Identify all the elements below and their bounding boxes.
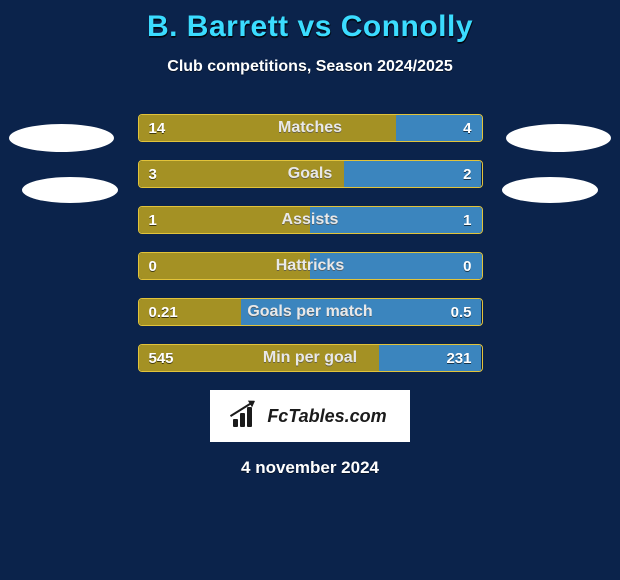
- fctables-link[interactable]: FcTables.com: [210, 390, 410, 442]
- stat-right-bar: [396, 115, 482, 141]
- team-right-logo: [502, 177, 598, 203]
- stats-list: 14 4 Matches 3 2 Goals 1 1 Assists 0 0 H…: [138, 114, 483, 372]
- stat-left-bar: [139, 207, 311, 233]
- stat-right-bar: [344, 161, 481, 187]
- page-title: B. Barrett vs Connolly: [147, 10, 473, 44]
- stat-row: 3 2 Goals: [138, 160, 483, 188]
- stat-row: 0.21 0.5 Goals per match: [138, 298, 483, 326]
- stat-left-bar: [139, 253, 311, 279]
- stat-right-bar: [310, 207, 482, 233]
- stat-left-bar: [139, 161, 345, 187]
- subtitle: Club competitions, Season 2024/2025: [167, 58, 452, 76]
- stat-left-bar: [139, 345, 379, 371]
- team-left-logo: [22, 177, 118, 203]
- stat-left-bar: [139, 299, 242, 325]
- stat-right-bar: [379, 345, 482, 371]
- stat-row: 1 1 Assists: [138, 206, 483, 234]
- stat-right-bar: [310, 253, 482, 279]
- fctables-label: FcTables.com: [267, 406, 386, 427]
- stat-left-bar: [139, 115, 396, 141]
- comparison-card: B. Barrett vs Connolly Club competitions…: [0, 0, 620, 478]
- chart-arrow-icon: [233, 405, 261, 427]
- stat-row: 14 4 Matches: [138, 114, 483, 142]
- player-left-photo: [9, 124, 114, 152]
- stat-row: 0 0 Hattricks: [138, 252, 483, 280]
- stat-row: 545 231 Min per goal: [138, 344, 483, 372]
- generated-date: 4 november 2024: [241, 458, 379, 478]
- stat-right-bar: [241, 299, 481, 325]
- player-right-photo: [506, 124, 611, 152]
